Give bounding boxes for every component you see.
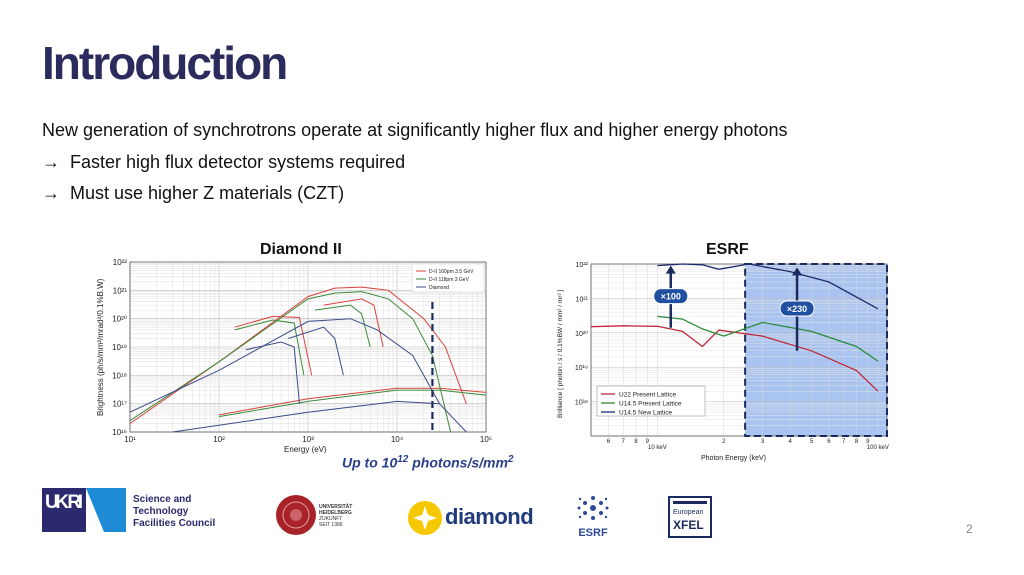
chart1-series-line: [129, 318, 440, 413]
chart1-series-line: [218, 389, 487, 418]
bullet-line-2: → Faster high flux detector systems requi…: [42, 152, 405, 173]
chart1-y-tick-label: 10¹⁹: [112, 343, 127, 352]
diamond-brightness-chart: Brightness (ph/s/mm²/mrad²/0.1%B.W) Ener…: [96, 258, 492, 454]
chart1-series-line: [245, 341, 300, 404]
bullet-text: Must use higher Z materials (CZT): [70, 183, 345, 203]
heidelberg-logo: UNIVERSITÄT HEIDELBERG ZUKUNFT SEIT 1386: [275, 494, 365, 536]
esrf-dots-icon: [577, 496, 609, 520]
diamond-sun-icon: [408, 501, 442, 535]
chart2-x-tick-label: 4: [788, 439, 792, 445]
chart1-y-tick-label: 10¹⁷: [113, 400, 128, 409]
chart2-x-tick-label: 100 keV: [867, 445, 889, 451]
chart1-legend: D-II 160pm 3.5 GeV D-II 118pm 3 GeV Diamon…: [411, 263, 485, 293]
chart1-y-tick-label: 10²⁰: [112, 315, 127, 324]
chart2-highlight-region: [745, 264, 887, 436]
chart1-legend-label: D-II 118pm 3 GeV: [429, 277, 470, 283]
chart2-xlabel: Photon Energy (keV): [701, 455, 766, 462]
ukri-text: UK RI: [45, 492, 83, 513]
esrf-logo: ESRF: [573, 493, 613, 539]
chart2-x-tick-label: 3: [761, 439, 765, 445]
chart2-highlight-border: [744, 263, 888, 437]
chart1-series-line: [129, 286, 467, 424]
arrow-icon: →: [42, 183, 60, 203]
chart2-x100-label: ×100: [661, 292, 681, 302]
chart1-series-line: [129, 291, 452, 433]
chart1-y-tick-label: 10¹⁶: [112, 428, 127, 437]
heidelberg-seal-icon: [276, 495, 316, 535]
ukri-logo-graphic: UK RI: [42, 488, 126, 532]
chart2-series-line: [657, 315, 879, 362]
chart1-series-line: [172, 400, 467, 433]
chart1-series-line: [234, 315, 313, 376]
chart1-ylabel: Brightness (ph/s/mm²/mrad²/0.1%B.W): [96, 278, 105, 416]
chart1-x-tick-label: 10³: [302, 435, 314, 444]
stfc-logo-text: Science and Technology Facilities Counci…: [133, 494, 216, 529]
chart1-series-line: [234, 319, 305, 376]
chart2-grid: [590, 264, 887, 437]
chart2-legend-label: U22 Present Lattice: [619, 392, 676, 399]
esrf-brilliance-chart: Brilliance [ photon / s / 0.1%BW / mm² /…: [557, 262, 889, 462]
chart2-x-tick-label: 5: [810, 439, 814, 445]
chart1-plot-frame: [129, 261, 487, 433]
chart2-legend-label: U14.5 Present Lattice: [619, 401, 682, 408]
chart2-x-tick-label: 7: [842, 439, 846, 445]
chart2-x230-badge: [779, 300, 815, 317]
body-line-1: New generation of synchrotrons operate a…: [42, 120, 788, 140]
chart2-plot-frame: [590, 263, 888, 437]
chart2-x-tick-label: 2: [722, 439, 726, 445]
chart2-legend: U22 Present Lattice U14.5 Present Lattice…: [596, 385, 706, 417]
european-xfel-logo: European XFEL: [668, 496, 712, 538]
flux-caption: Up to 1012 photons/s/mm2: [342, 454, 514, 471]
chart-title-diamond: Diamond II: [260, 241, 342, 258]
chart2-y-tick-label: 10¹⁹: [575, 365, 588, 372]
diamond-logo: diamond: [405, 498, 535, 538]
chart2-x-tick-label: 6: [827, 439, 831, 445]
chart-title-esrf: ESRF: [706, 241, 749, 258]
chart1-legend-label: D-II 160pm 3.5 GeV: [429, 269, 474, 275]
chart2-legend-box: [596, 385, 706, 417]
chart1-y-tick-label: 10¹⁸: [112, 371, 127, 380]
arrow-icon: →: [42, 152, 60, 172]
chart2-x230-arrowhead: [792, 267, 803, 276]
chart1-x-tick-label: 10⁴: [391, 435, 404, 444]
chart2-y-tick-label: 10²⁰: [575, 330, 588, 338]
chart2-y-tick-label: 10²¹: [576, 296, 589, 303]
chart1-x-tick-label: 10⁵: [480, 435, 492, 444]
chart1-series-line: [218, 387, 487, 416]
page-number: 2: [966, 522, 973, 536]
chart2-x-tick-label: 10 keV: [648, 445, 667, 451]
bullet-text: Faster high flux detector systems requir…: [70, 152, 406, 172]
chart2-x-tick-label: 6: [607, 439, 611, 445]
chart1-series-line: [323, 298, 384, 348]
chart2-x-tick-label: 9: [646, 439, 650, 445]
chart1-x-tick-label: 10¹: [124, 435, 136, 444]
chart1-y-tick-label: 10²²: [113, 258, 128, 267]
ukri-logo: UK RI: [42, 488, 126, 532]
chart2-legend-label: U14.5 New Lattice: [619, 410, 672, 417]
slide-title: Introduction: [42, 37, 288, 89]
chart1-x-tick-label: 10²: [213, 435, 225, 444]
chart1-y-tick-label: 10²¹: [113, 286, 128, 295]
chart2-series-line: [590, 325, 879, 392]
chart1-legend-label: Diamond: [429, 285, 449, 291]
chart1-series-line: [314, 304, 371, 348]
chart2-x-tick-label: 8: [634, 439, 638, 445]
chart2-x100-badge: [653, 288, 689, 305]
chart1-xlabel: Energy (eV): [284, 445, 327, 454]
chart2-x-tick-label: 7: [622, 439, 626, 445]
chart2-x-tick-label: 8: [855, 439, 859, 445]
chart1-series-line: [288, 326, 344, 376]
chart2-y-tick-label: 10²²: [576, 262, 589, 269]
chart2-x230-label: ×230: [787, 304, 807, 314]
chart2-x100-arrowhead: [665, 265, 676, 274]
chart2-y-tick-label: 10¹⁸: [575, 400, 588, 407]
chart2-x-tick-label: 9: [866, 439, 870, 445]
chart2-series-line: [657, 263, 879, 310]
chart2-ylabel: Brilliance [ photon / s / 0.1%BW / mm² /…: [557, 290, 564, 418]
bullet-line-3: → Must use higher Z materials (CZT): [42, 183, 344, 204]
